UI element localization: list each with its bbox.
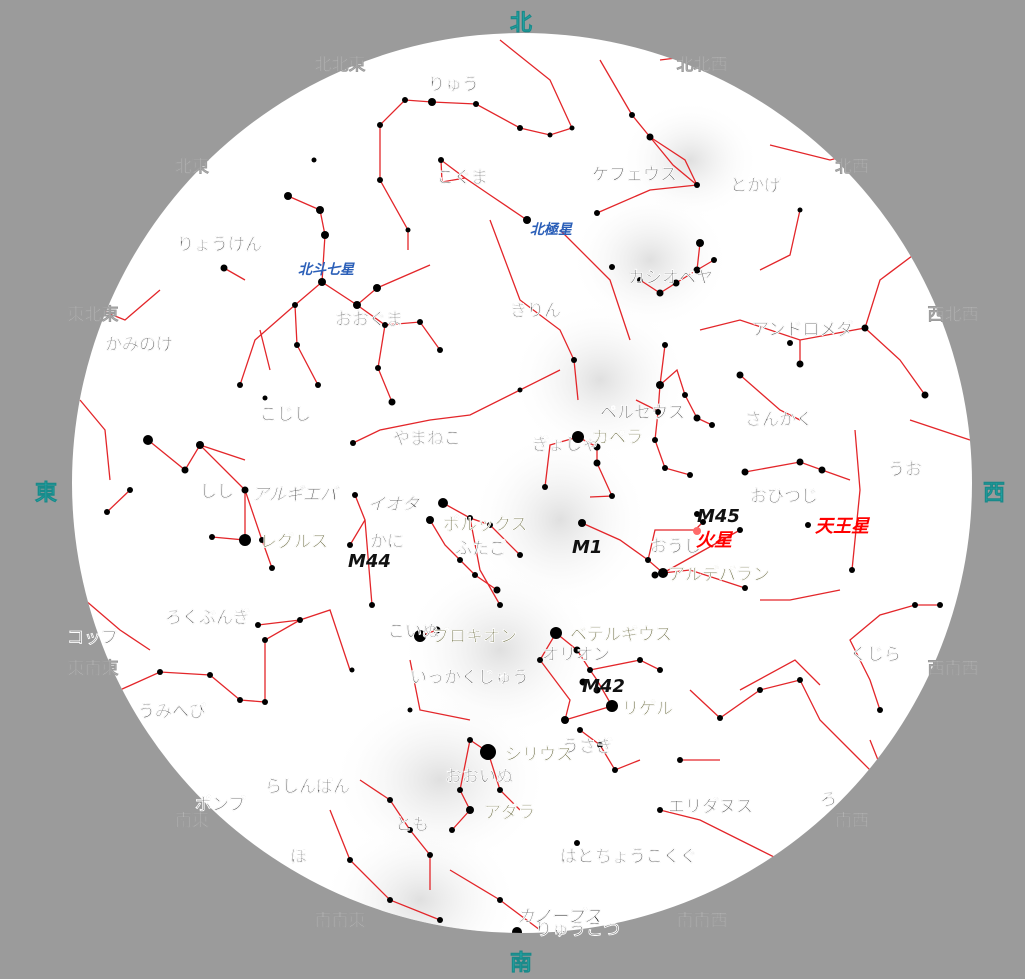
cardinal-labels: 北 東 西 南 <box>35 11 1006 977</box>
constellation-auriga: ぎょしゃ <box>532 434 599 455</box>
mars-marker <box>693 527 701 535</box>
star-capella: カペラ <box>592 428 643 448</box>
direction-nw: 北西 <box>835 157 869 177</box>
direction-nnw: 北北西 <box>677 55 728 75</box>
constellation-andromeda: アンドロメダ <box>752 319 853 340</box>
direction-sw: 南西 <box>835 810 869 831</box>
constellation-ursa-major: おおぐま <box>335 310 403 330</box>
star-sirius: シリウス <box>505 745 573 765</box>
polaris-label: 北極星 <box>530 221 573 238</box>
planet-labels: 火星 天王星 <box>693 516 871 551</box>
constellation-puppis: とも <box>395 815 429 835</box>
direction-north: 北 <box>510 11 532 36</box>
constellation-leo: しし <box>200 482 234 502</box>
constellation-gemini: ふたご <box>455 538 507 559</box>
constellation-carina: りゅうこつ <box>535 920 620 940</box>
planet-uranus: 天王星 <box>815 516 871 537</box>
constellation-caelum: ちょうこくぐ <box>595 847 697 867</box>
constellation-ursa-minor: こぐま <box>437 168 488 188</box>
constellation-draco: りゅう <box>428 75 479 95</box>
constellation-cancer: かに <box>370 532 404 552</box>
star-iota: イオタ <box>368 495 421 515</box>
direction-ne: 北東 <box>175 156 209 177</box>
constellation-sextans: ろくぶんぎ <box>165 607 250 628</box>
constellation-antlia: ポンプ <box>195 794 246 815</box>
star-canopus: カノープス <box>517 907 601 927</box>
constellation-crater: コップ <box>67 627 119 648</box>
constellation-camelopardalis: きりん <box>510 301 561 321</box>
star-betelgeuse: ベテルギウス <box>570 625 672 645</box>
star-adhara: アダラ <box>484 802 535 823</box>
direction-ssw: 南南西 <box>677 910 728 931</box>
star-regulus: レグルス <box>260 531 328 552</box>
constellation-monoceros: いっかくじゅう <box>410 668 529 688</box>
direction-nne: 北北東 <box>315 54 366 75</box>
object-m1: M1 <box>572 537 602 558</box>
object-m44: M44 <box>348 551 391 572</box>
constellation-lynx: やまねこ <box>393 429 461 449</box>
constellation-taurus: おうし <box>650 537 701 557</box>
object-m45: M45 <box>697 506 740 527</box>
constellation-hydra: うみへび <box>138 702 206 722</box>
direction-south: 南 <box>510 951 532 976</box>
big-dipper-label: 北斗七星 <box>298 261 355 278</box>
constellation-triangulum: さんかく <box>745 410 813 430</box>
constellation-lacerta: とかげ <box>730 176 782 196</box>
direction-wnw: 西北西 <box>928 305 979 325</box>
star-labels: カペラ アルギエバ イオタ ポルックス レグルス アルデバラン プロキオン ベテ… <box>252 428 770 927</box>
constellation-vela: ほ <box>290 847 307 867</box>
stars <box>104 97 943 933</box>
constellation-aries: おひつじ <box>750 487 818 507</box>
constellation-pyxis: らしんばん <box>265 777 350 797</box>
direction-se: 南東 <box>175 810 209 831</box>
constellation-canes-venatici: りょうけん <box>177 235 262 255</box>
direction-west: 西 <box>983 481 1005 506</box>
constellation-canis-major: おおいぬ <box>445 767 513 787</box>
star-aldebaran: アルデバラン <box>668 564 770 585</box>
direction-east: 東 <box>35 481 57 506</box>
direction-labels: 北北東 北北西 北東 北西 東北東 西北西 東南東 西南西 南東 南西 南南東 … <box>67 54 979 931</box>
constellation-columba: はと <box>560 847 594 867</box>
direction-sse: 南南東 <box>315 910 366 931</box>
constellation-eridanus: エリダヌス <box>668 796 753 817</box>
star-pollux: ポルックス <box>443 514 528 535</box>
direction-ese: 東南東 <box>68 658 119 679</box>
special-labels: 北極星 北斗七星 <box>298 221 573 278</box>
constellation-leo-minor: こじし <box>260 405 311 425</box>
planet-mars: 火星 <box>696 530 734 551</box>
constellation-canis-minor: こいぬ <box>388 622 439 642</box>
constellation-perseus: ペルセウス <box>600 403 685 423</box>
constellation-labels: りゅう こぐま ケフェウス とかげ りょうけん おおぐま きりん カシオペヤ ア… <box>67 75 922 940</box>
constellation-coma-berenices: かみのけ <box>105 335 173 355</box>
constellation-pisces: うお <box>888 460 922 480</box>
constellation-cassiopeia: カシオペヤ <box>628 268 713 288</box>
direction-wsw: 西南西 <box>928 658 979 679</box>
star-algieba: アルギエバ <box>252 485 340 505</box>
object-m42: M42 <box>582 676 625 697</box>
star-procyon: プロキオン <box>432 626 517 647</box>
messier-labels: M45 M1 M44 M42 <box>348 506 740 697</box>
constellation-fornax: ろ <box>820 790 837 810</box>
direction-ene: 東北東 <box>68 304 119 325</box>
constellation-cetus: くじら <box>850 645 901 665</box>
star-rigel: リゲル <box>622 698 673 719</box>
milky-way <box>320 100 760 933</box>
constellation-orion: オリオン <box>542 645 610 665</box>
constellation-cepheus: ケフェウス <box>592 165 677 185</box>
constellation-lepus: うさぎ <box>562 736 613 757</box>
